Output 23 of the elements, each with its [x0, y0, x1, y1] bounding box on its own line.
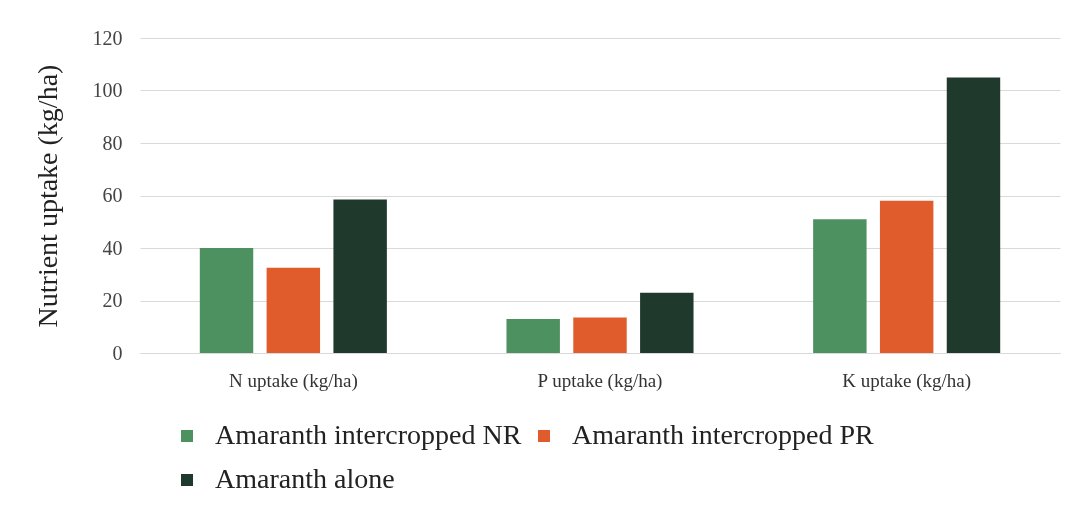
bar: [266, 267, 321, 353]
bar: [199, 248, 254, 353]
legend-label: Amaranth intercropped PR: [572, 419, 875, 450]
y-axis-title: Nutrient uptake (kg/ha): [31, 64, 63, 328]
bar: [333, 199, 387, 353]
bar: [573, 317, 627, 353]
y-tick-label: 40: [102, 236, 123, 259]
legend-label: Amaranth intercropped NR: [215, 419, 522, 450]
bar: [879, 200, 934, 353]
x-tick-label: P uptake (kg/ha): [537, 369, 663, 392]
y-tick-label: 20: [102, 289, 123, 311]
x-tick-label: K uptake (kg/ha): [842, 369, 972, 392]
y-tick-label: 60: [102, 184, 123, 206]
bar: [813, 219, 867, 353]
y-tick-label: 100: [92, 79, 123, 101]
bar: [640, 292, 694, 353]
bar: [946, 77, 1001, 353]
x-tick-label: N uptake (kg/ha): [228, 369, 358, 392]
y-tick-label: 120: [92, 26, 123, 49]
y-tick-label: 80: [102, 131, 123, 154]
y-tick-label: 0: [112, 341, 123, 364]
legend-label: Amaranth alone: [215, 463, 395, 494]
bar: [506, 318, 560, 353]
